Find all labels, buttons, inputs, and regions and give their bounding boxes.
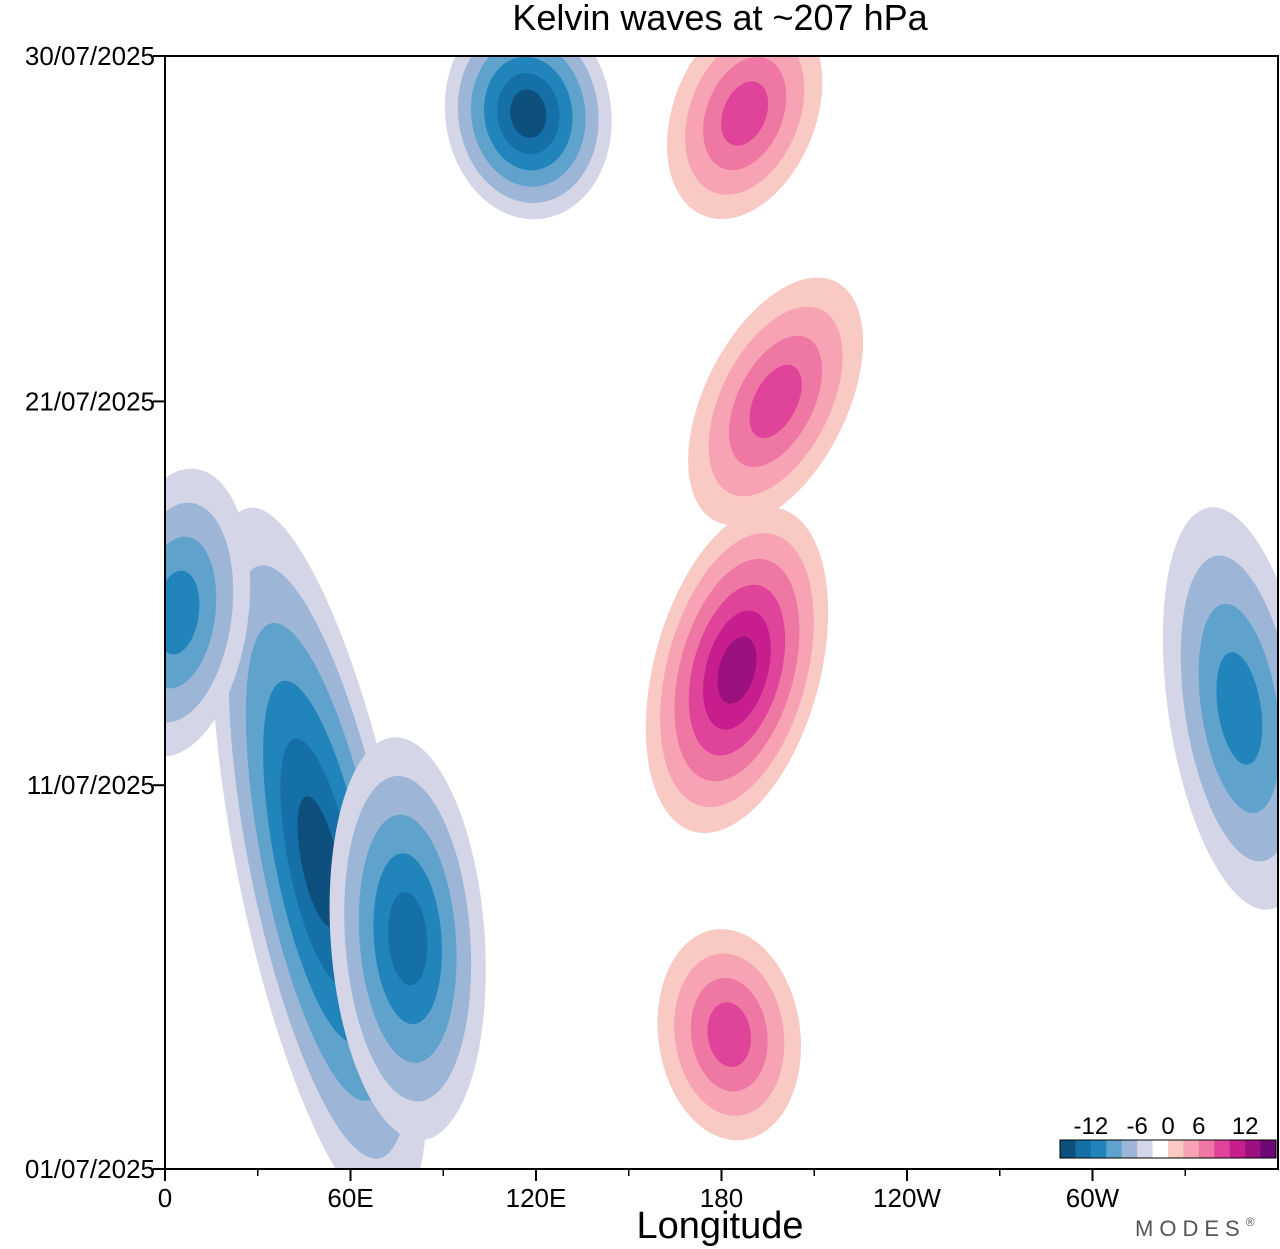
y-tick-label: 11/07/2025 xyxy=(27,770,155,800)
chart-title: Kelvin waves at ~207 hPa xyxy=(512,0,928,38)
contour-feature-positive xyxy=(657,929,801,1141)
contour-level-6 xyxy=(510,89,547,138)
y-tick-label: 21/07/2025 xyxy=(25,386,155,416)
contour-level-4 xyxy=(707,1002,751,1068)
colorbar-swatch xyxy=(1183,1140,1200,1158)
colorbar-swatch xyxy=(1245,1140,1262,1158)
colorbar-label: -6 xyxy=(1126,1113,1147,1140)
contour-feature-negative xyxy=(165,468,251,757)
y-tick-label: 30/07/2025 xyxy=(25,41,155,71)
contour-level-5 xyxy=(388,892,428,986)
colorbar-label: 6 xyxy=(1192,1113,1205,1140)
y-axis: 01/07/2025 11/07/2025 21/07/2025 30/07/2025 xyxy=(25,41,165,1184)
brand-mark: ® xyxy=(1246,1215,1261,1229)
colorbar-swatch xyxy=(1152,1140,1169,1158)
x-tick-label: 120E xyxy=(506,1183,567,1213)
contour-feature-negative xyxy=(329,737,486,1141)
x-tick-label: 120W xyxy=(873,1183,941,1213)
colorbar-swatch xyxy=(1229,1140,1246,1158)
brand-logo: MODES® xyxy=(1135,1215,1261,1241)
colorbar-frame xyxy=(1059,1139,1277,1159)
colorbar-swatch xyxy=(1121,1140,1138,1158)
brand-text: MODES xyxy=(1135,1216,1246,1241)
x-tick-label: 0 xyxy=(158,1183,172,1213)
colorbar-swatch xyxy=(1168,1140,1184,1158)
x-tick-label: 60W xyxy=(1066,1183,1120,1213)
contour-level-4 xyxy=(1216,652,1263,765)
colorbar-swatch xyxy=(1075,1140,1092,1158)
contour-level-6 xyxy=(717,636,757,704)
colorbar-swatch xyxy=(1106,1140,1123,1158)
contour-level-4 xyxy=(721,81,769,146)
colorbar-label: 12 xyxy=(1232,1113,1259,1140)
colorbar-swatch xyxy=(1198,1140,1215,1158)
colorbar-swatch xyxy=(1090,1140,1107,1158)
contour-feature-positive xyxy=(645,507,829,833)
contour-feature-negative xyxy=(444,56,612,220)
colorbar: -12 -6 0 6 12 xyxy=(1059,1113,1277,1159)
colorbar-label: 0 xyxy=(1161,1113,1174,1140)
plot-area xyxy=(165,56,1278,1169)
contour-features xyxy=(165,56,1278,1169)
contour-feature-positive xyxy=(667,56,823,220)
contour-level-4 xyxy=(749,364,802,438)
contour-feature-positive xyxy=(688,277,864,526)
colorbar-swatch xyxy=(1260,1140,1277,1158)
colorbar-label: -12 xyxy=(1074,1113,1109,1140)
x-axis: 0 60E 120E 180 120W 60W xyxy=(158,1169,1186,1213)
x-axis-label: Longitude xyxy=(637,1205,804,1247)
x-tick-label: 180 xyxy=(700,1183,743,1213)
y-tick-label: 01/07/2025 xyxy=(25,1154,155,1184)
contour-level-4 xyxy=(165,570,200,655)
colorbar-swatch xyxy=(1214,1140,1231,1158)
colorbar-swatch xyxy=(1137,1140,1154,1158)
colorbar-swatch xyxy=(1060,1140,1076,1158)
x-tick-label: 60E xyxy=(327,1183,373,1213)
